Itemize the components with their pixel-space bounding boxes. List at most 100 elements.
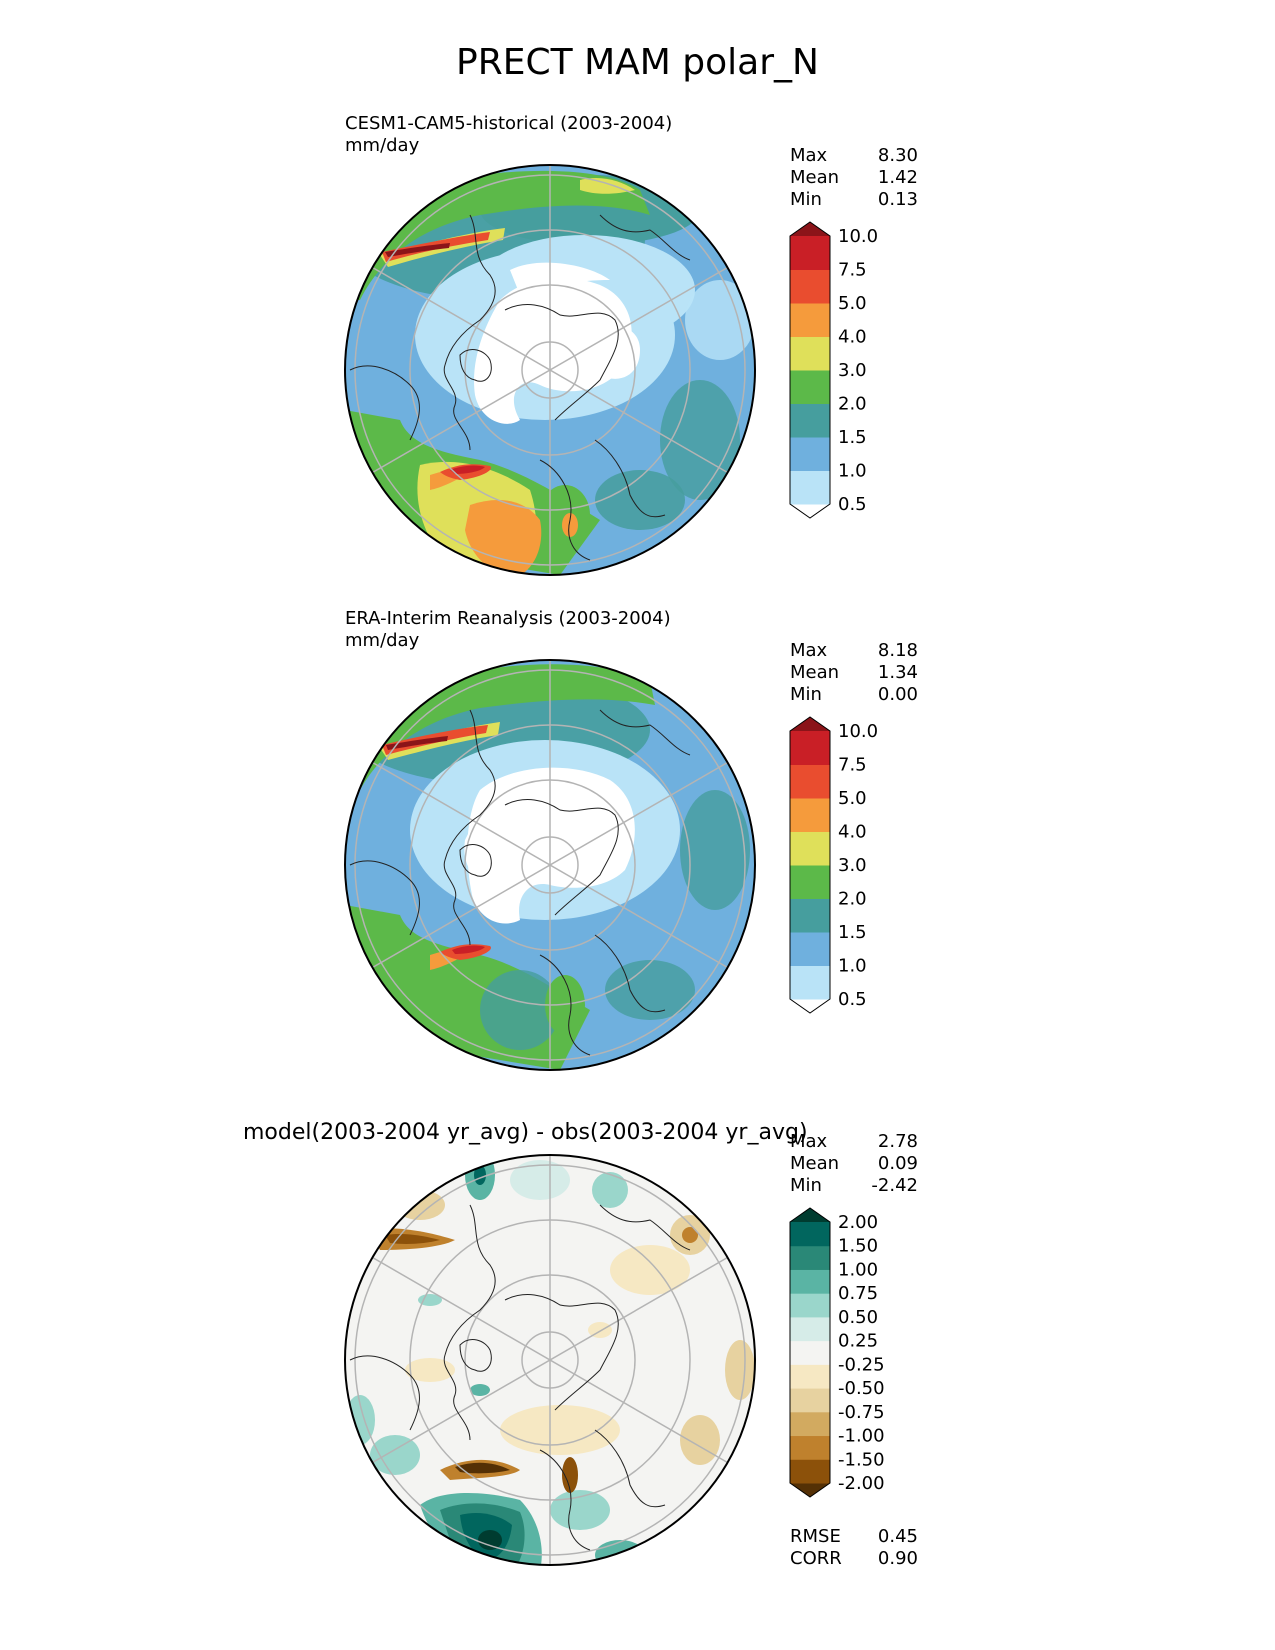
colorbar-1-bin	[790, 303, 830, 337]
colorbar-2-bin	[790, 932, 830, 966]
panel-2-min-label: Min	[790, 684, 822, 705]
colorbar-1-bin	[790, 236, 830, 270]
colorbar-1-extend-min	[790, 504, 830, 518]
panel-3-corr-value: 0.90	[877, 1548, 918, 1569]
colorbar-3-extend-min	[790, 1483, 830, 1497]
colorbar-1-tick-label: 0.5	[838, 494, 867, 515]
panel-1-max-value: 8.30	[877, 145, 918, 166]
colorbar-3-bin	[790, 1316, 830, 1342]
colorbar-3-tick-label: 0.50	[838, 1307, 878, 1328]
colorbar-2-tick-label: 4.0	[838, 822, 867, 843]
panel-1-title: CESM1-CAM5-historical (2003-2004)	[345, 113, 673, 134]
colorbar-3: -2.00 -1.50-1.00 -0.75 -0.50 -0.250.25 0.50 0.…	[789, 1207, 885, 1498]
colorbar-2-bin	[790, 764, 830, 799]
panel-3-min-label: Min	[790, 1175, 822, 1196]
colorbar-1-bin	[790, 336, 830, 371]
colorbar-1-tick-label: 10.0	[838, 226, 878, 247]
colorbar-1-tick-label: 3.0	[838, 360, 867, 381]
map-1-boundary	[344, 164, 756, 576]
panel-1-units: mm/day	[345, 135, 420, 156]
colorbar-3-tick-label: -1.50	[838, 1449, 885, 1470]
colorbar-2-extend-min	[790, 999, 830, 1013]
colorbar-2-bin	[790, 898, 830, 933]
colorbar-2-bin	[790, 865, 830, 899]
panel-2-max-label: Max	[790, 640, 828, 661]
map-3-boundary	[344, 1154, 756, 1566]
colorbar-1-bin	[790, 370, 830, 404]
colorbar-3-tick-label: 1.50	[838, 1236, 878, 1257]
colorbar-3-tick-label: 0.25	[838, 1331, 878, 1352]
colorbar-3-tick-label: 0.75	[838, 1283, 878, 1304]
colorbar-1-bin	[790, 403, 830, 438]
map-3-coastlines	[349, 1204, 691, 1551]
colorbar-1-tick-label: 4.0	[838, 327, 867, 348]
colorbar-3-bin	[790, 1411, 830, 1437]
panel-1-min-value: 0.13	[877, 189, 918, 210]
panel-3-mean-label: Mean	[790, 1153, 840, 1174]
colorbar-3-bin	[790, 1459, 830, 1484]
colorbar-3-tick-label: -0.25	[838, 1354, 885, 1375]
colorbar-3-bin	[790, 1222, 830, 1247]
colorbar-1-extend-max	[790, 222, 830, 236]
colorbar-3-bin	[790, 1269, 830, 1294]
figure-title: PRECT MAM polar_N	[456, 42, 819, 83]
colorbar-2-outline	[789, 716, 831, 1014]
panel-1-max-label: Max	[790, 145, 828, 166]
panel-3-title: model(2003-2004 yr_avg) - obs(2003-2004 …	[243, 1120, 808, 1145]
panel-2-units: mm/day	[345, 630, 420, 651]
colorbar-3-bin	[790, 1293, 830, 1318]
map-1-coastlines	[349, 214, 691, 561]
colorbar-3-outline	[789, 1207, 831, 1498]
colorbar-2-tick-label: 3.0	[838, 855, 867, 876]
colorbar-3-tick-label: -0.75	[838, 1402, 885, 1423]
colorbar-1-outline	[789, 221, 831, 519]
colorbar-3-bin	[790, 1245, 830, 1270]
colorbars: 0.5 1.0 1.5 2.0 3.0 4.0 5.0 7.5 10.0 0.5 1.0 1.5 2.0…	[789, 221, 885, 1498]
panel-3-rmse-label: RMSE	[790, 1526, 841, 1547]
panel-1-mean-value: 1.42	[877, 167, 918, 188]
colorbar-3-bin	[790, 1340, 830, 1365]
map-3-field	[345, 1155, 755, 1565]
panel-2-mean-value: 1.34	[877, 662, 918, 683]
colorbar-3-bin	[790, 1388, 830, 1413]
colorbar-2-tick-label: 1.0	[838, 956, 867, 977]
panel-2-min-value: 0.00	[877, 684, 918, 705]
colorbar-1-bin	[790, 269, 830, 304]
panel-2-title: ERA-Interim Reanalysis (2003-2004)	[345, 608, 671, 629]
panel-3-mean-value: 0.09	[877, 1153, 918, 1174]
colorbar-3-bin	[790, 1435, 830, 1460]
colorbar-2-tick-label: 10.0	[838, 721, 878, 742]
colorbar-3-tick-label: 2.00	[838, 1212, 878, 1233]
colorbar-1-bin	[790, 470, 830, 505]
colorbar-2-bin	[790, 831, 830, 866]
colorbar-1-tick-label: 1.5	[838, 427, 867, 448]
panel-3-corr-label: CORR	[790, 1548, 842, 1569]
colorbar-2-bin	[790, 798, 830, 832]
colorbar-2-tick-label: 5.0	[838, 788, 867, 809]
map-2-boundary	[344, 659, 756, 1071]
colorbar-2: 0.5 1.0 1.5 2.0 3.0 4.0 5.0 7.5 10.0	[789, 716, 878, 1014]
panel-3-max-label: Max	[790, 1131, 828, 1152]
colorbar-2-tick-label: 7.5	[838, 755, 867, 776]
panel-2-mean-label: Mean	[790, 662, 840, 683]
colorbar-1-bin	[790, 437, 830, 471]
colorbar-3-tick-label: -0.50	[838, 1378, 885, 1399]
colorbar-3-tick-label: -2.00	[838, 1473, 885, 1494]
colorbar-2-bin	[790, 731, 830, 765]
panel-1-min-label: Min	[790, 189, 822, 210]
map-3-graticule	[354, 1155, 746, 1565]
panel-3-min-value: -2.42	[871, 1175, 918, 1196]
map-2-graticule	[354, 660, 746, 1070]
colorbar-3-tick-label: -1.00	[838, 1426, 885, 1447]
colorbar-3-bin	[790, 1364, 830, 1389]
colorbar-3-tick-label: 1.00	[838, 1259, 878, 1280]
map-1-graticule	[354, 165, 746, 575]
map-2-coastlines	[349, 709, 691, 1056]
colorbar-2-tick-label: 0.5	[838, 989, 867, 1010]
colorbar-1-tick-label: 1.0	[838, 461, 867, 482]
colorbar-2-extend-max	[790, 717, 830, 731]
colorbar-3-extend-max	[790, 1208, 830, 1222]
panel-2-max-value: 8.18	[877, 640, 918, 661]
